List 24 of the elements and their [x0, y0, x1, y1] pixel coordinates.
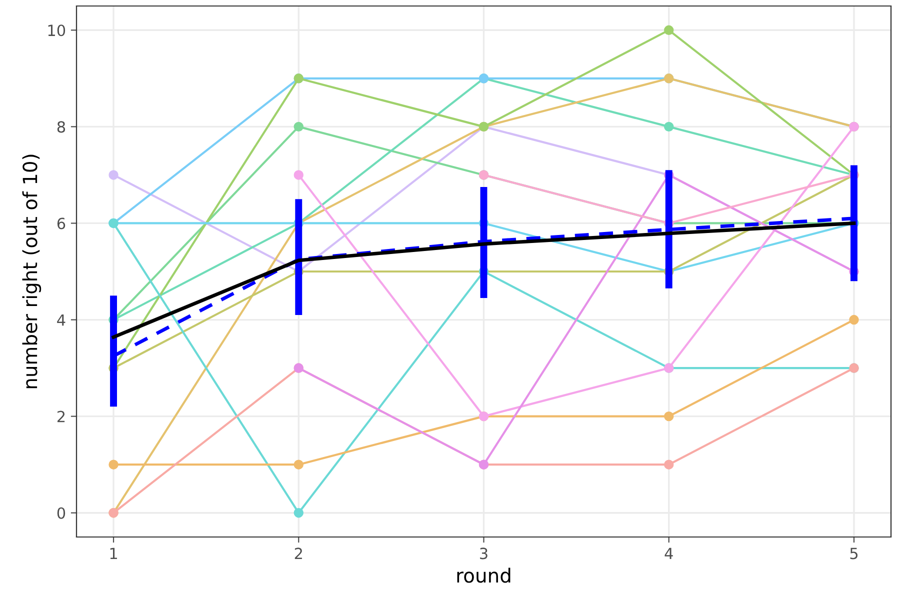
y-axis-title: number right (out of 10): [22, 154, 42, 388]
point: [294, 508, 304, 518]
x-tick-label: 4: [664, 548, 673, 560]
x-tick-label: 2: [294, 548, 302, 560]
x-tick-label: 1: [110, 548, 117, 560]
y-tick-label: 6: [57, 218, 66, 230]
point: [664, 25, 674, 35]
y-tick-label: 4: [57, 314, 66, 326]
y-tick-label: 10: [48, 24, 66, 36]
point: [664, 460, 674, 470]
point: [294, 122, 304, 132]
point: [294, 460, 304, 470]
point: [294, 170, 304, 180]
y-tick-label: 2: [57, 410, 65, 422]
x-axis-title: round: [457, 568, 510, 583]
point: [664, 411, 674, 422]
x-tick-label: 3: [480, 548, 488, 560]
point: [108, 170, 118, 180]
y-tick-label: 8: [57, 121, 66, 133]
point: [849, 314, 859, 325]
point: [108, 460, 118, 470]
point: [664, 122, 674, 132]
y-tick-label: 0: [57, 507, 66, 519]
x-tick-label: 5: [850, 548, 858, 560]
